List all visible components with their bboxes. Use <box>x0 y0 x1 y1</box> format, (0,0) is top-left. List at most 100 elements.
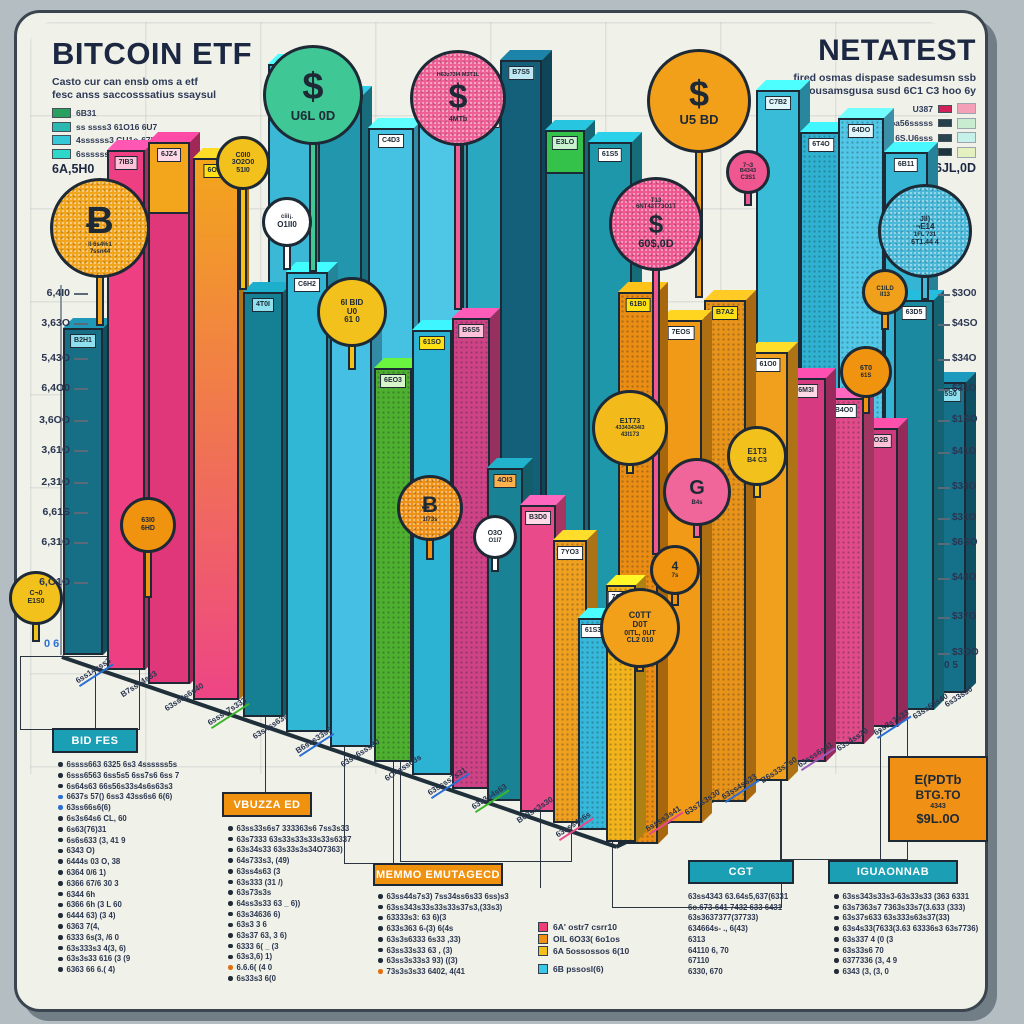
badge-text: 1I73s <box>422 516 438 523</box>
legend-item-text: 6s6s633 (3, 41 9 <box>66 835 126 845</box>
bar-top-face <box>588 132 642 142</box>
orange-bubble-culd: C1ILD II13 <box>862 269 908 315</box>
y-axis-tick-dash <box>938 452 950 454</box>
legend-item-text: 6343 O) <box>66 846 95 856</box>
badge-text: 43I173 <box>620 431 640 438</box>
legend-list-item: 63s333 (31 /) <box>228 878 283 887</box>
bullet-icon <box>228 879 233 885</box>
price-pink-badge-stem <box>652 224 660 555</box>
bar-side-face <box>934 290 944 710</box>
badge-text: C¬0 <box>29 590 43 598</box>
bar-front-face <box>374 368 412 762</box>
yellow-bubble-left-edge: C¬0 E1S0 <box>9 571 63 625</box>
badge-text: 1FL 731 <box>913 232 937 239</box>
badge-text: $ <box>302 66 324 109</box>
legend-list-item: 6333 6s(3, /6 0 <box>58 933 119 942</box>
orange-bubble-left: 63I0 6HD <box>120 497 176 553</box>
badge-text: 0ITL, 0UT <box>624 629 656 637</box>
legend-list-item: 63s37 63, 3 6) <box>228 931 287 940</box>
bullet-icon <box>58 837 63 843</box>
bar-side-face <box>746 290 756 802</box>
legend-item-text: 63ss66s6(6) <box>66 803 111 813</box>
legend-list-item: 6344 6h <box>58 890 95 899</box>
coro-yellow-bubble: C0I0 3O2O0 51I0 <box>216 136 270 190</box>
legend-item-text: 67110 <box>688 956 710 966</box>
bar-label: 61O0 <box>755 358 781 372</box>
badge-text: ¬E14 <box>915 222 935 232</box>
legend-item-text: 63s37 63, 3 6) <box>236 931 287 940</box>
legend-item-text: 634664s- ., 6(43) <box>688 924 748 934</box>
bullet-icon <box>834 937 839 942</box>
legend-item-text: 63s333 (31 /) <box>236 877 283 887</box>
bullet-icon <box>58 881 63 886</box>
legend-item-text: 6333 6( _ (3 <box>236 941 279 951</box>
y-axis-tick-right: $3O0 <box>952 288 977 299</box>
bar-side-face <box>898 418 908 727</box>
badge-text: 7ssn44 <box>89 248 111 255</box>
callout-line2: BTG.TO <box>915 788 961 802</box>
bullet-icon <box>228 901 233 906</box>
y-axis-tick-dash <box>938 617 950 619</box>
yellow-bubble-right: E1T3 B4 C3 <box>727 426 787 486</box>
subtitle-line: fesc anss saccosssatius ssaysul <box>52 89 217 102</box>
badge-text: H63z73I4 M3T1L <box>436 71 480 78</box>
color-chip-icon <box>938 119 952 128</box>
y-axis-tick-right: $34O <box>952 353 977 364</box>
bar-top-face <box>748 342 798 352</box>
badge-text: 51I0 <box>236 166 250 174</box>
bar: 4T0I <box>243 292 283 717</box>
y-axis-tick-dash <box>938 518 950 520</box>
bar-front-face <box>520 505 556 812</box>
callout-line4: $9L.0O <box>916 811 960 826</box>
bar-label: C6H2 <box>294 278 320 292</box>
badge-text: O1II0 <box>277 219 297 229</box>
y-axis-tick-dash <box>938 578 950 580</box>
bar: 6EO3 <box>374 368 412 762</box>
y-axis-tick-left: 3,61O <box>41 444 70 456</box>
legend-label: U387 <box>912 103 933 114</box>
y-axis-tick-dash <box>74 358 88 360</box>
legend-list-item: 63s337 4 (0 (3 <box>834 935 893 944</box>
legend-item-text: 63s337 4 (0 (3 <box>842 934 894 944</box>
y-axis-tick-left: 3,63O <box>41 317 70 329</box>
color-chip-icon <box>938 104 952 113</box>
bullet-icon <box>834 915 839 921</box>
bar-top-face <box>786 368 836 378</box>
legend-item-text: 63ss33s33 63 , (3) <box>386 945 453 955</box>
bullet-icon <box>228 965 233 970</box>
leader-line <box>265 700 266 792</box>
y-axis-tick-dash <box>938 487 950 489</box>
usd-green-badge: $ U6L 0D <box>263 45 363 145</box>
mini-legend-label: 6A' ostr7 csrr10 <box>553 922 617 932</box>
bullet-icon <box>834 969 839 974</box>
y-axis-origin-right: 0 5 <box>944 660 958 671</box>
legend-item-text: 63ss4s63 (3 <box>236 866 281 876</box>
legend-list-item: 63ss343s33s3-63s33s33 (363 6331 <box>834 892 969 901</box>
legend-list-item: 63ss343s33s33s33s37s3,(33s3) <box>378 903 502 912</box>
legend-list-item: 6343 (3, (3, 0 <box>834 967 889 976</box>
bullet-icon <box>378 894 383 899</box>
bullet-icon <box>228 836 233 842</box>
white-bubble: ciii¡. O1II0 <box>262 197 312 247</box>
bullet-icon <box>378 915 383 921</box>
bar: C6H2 <box>286 272 328 732</box>
bar: 6JZ4 <box>148 142 190 684</box>
legend-box-header: MEMMO EMUTAGECD <box>373 863 503 886</box>
badge-text: $ <box>688 72 710 114</box>
legend-item-text: 63ss44s7s3) 7ss34ss6s33 6ss)s3 <box>386 892 509 901</box>
legend-list-item: 6366 6h (3 L 60 <box>58 900 122 909</box>
bar-side-face <box>966 372 976 693</box>
color-swatch-icon <box>957 146 976 158</box>
bar-top-face <box>704 290 756 300</box>
bullet-icon <box>58 913 63 918</box>
bar-label: 63D5 <box>901 306 927 320</box>
y-axis-tick-dash <box>74 420 88 422</box>
legend-item-text: 63s3 3 6 <box>236 920 267 930</box>
legend-list-item: 6366 67/6 30 3 <box>58 879 119 888</box>
y-axis-tick-dash <box>938 359 950 361</box>
bullet-icon <box>58 935 63 940</box>
bar: B3D0 <box>520 505 556 812</box>
bullet-icon <box>58 816 63 821</box>
bar-top-face <box>553 530 597 540</box>
export-callout-box: E(PDTb BTG.TO 4343 $9L.0O <box>888 756 988 842</box>
